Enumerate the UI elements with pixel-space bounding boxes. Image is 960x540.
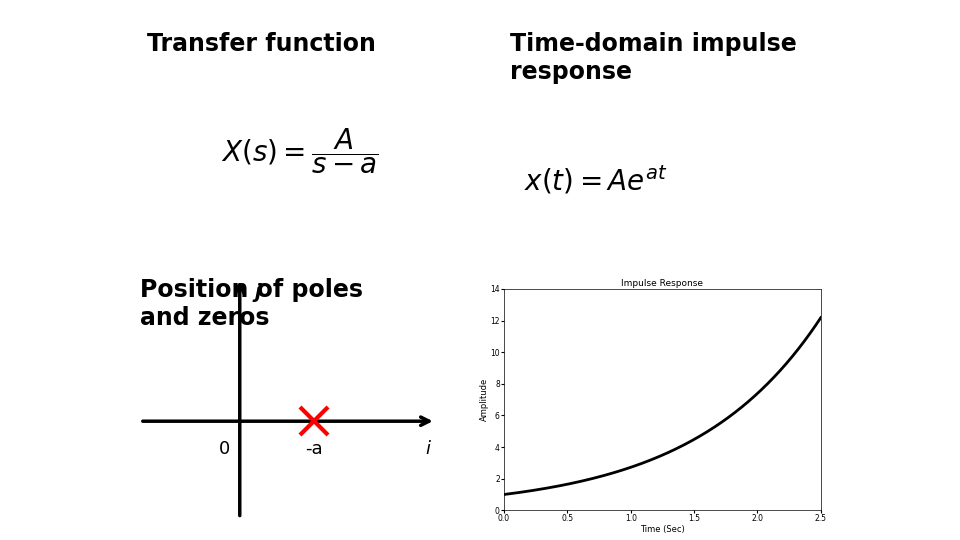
Text: $X(s) = \dfrac{A}{s - a}$: $X(s) = \dfrac{A}{s - a}$	[222, 126, 379, 176]
X-axis label: Time (Sec): Time (Sec)	[640, 525, 684, 534]
Text: Time-domain impulse
response: Time-domain impulse response	[510, 32, 796, 84]
Y-axis label: Amplitude: Amplitude	[480, 378, 489, 421]
Text: i: i	[425, 440, 431, 458]
Title: Impulse Response: Impulse Response	[621, 279, 704, 288]
Text: j: j	[254, 284, 261, 302]
Text: $x(t) = Ae^{at}$: $x(t) = Ae^{at}$	[524, 165, 667, 197]
Text: Position of poles
and zeros: Position of poles and zeros	[140, 278, 363, 330]
Text: 0: 0	[219, 440, 230, 458]
Text: -a: -a	[305, 440, 323, 458]
Text: Transfer function: Transfer function	[148, 32, 376, 56]
